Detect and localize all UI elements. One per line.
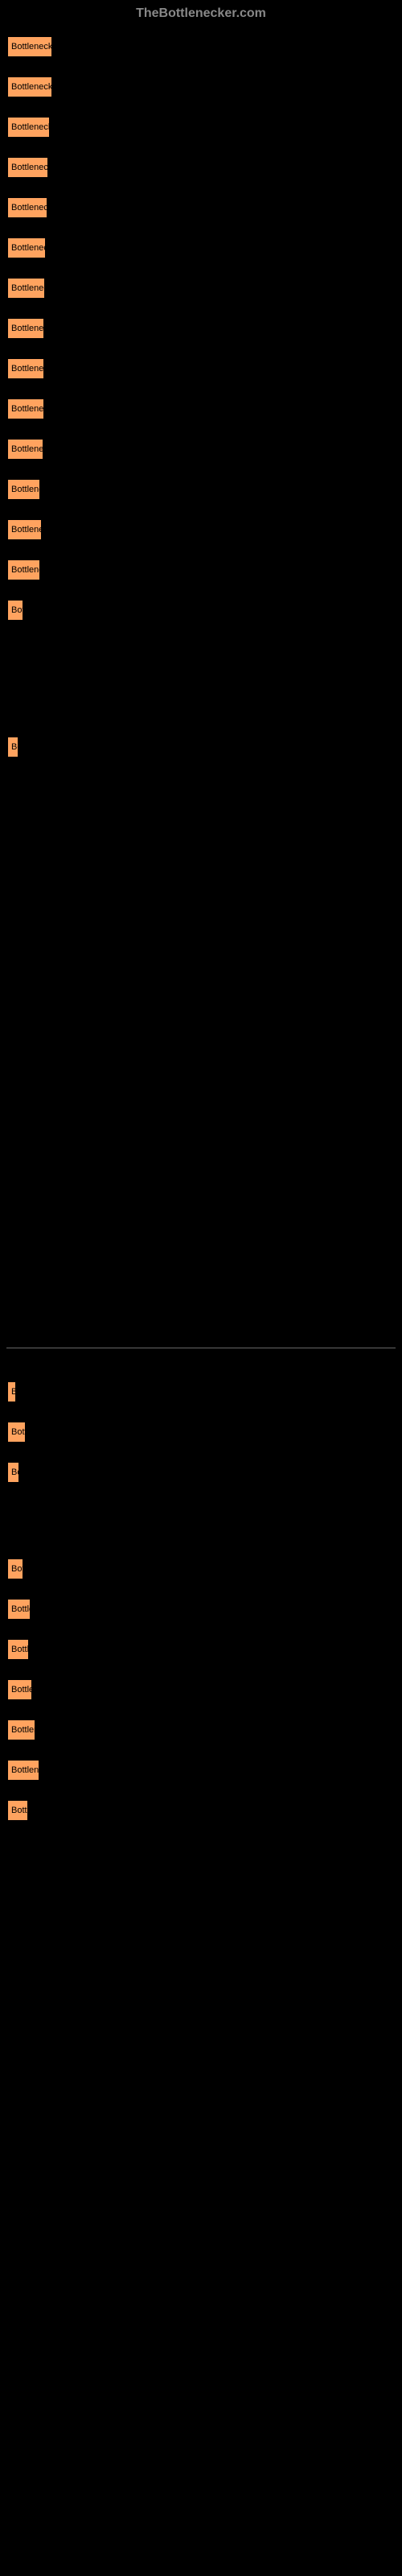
bar-label: Bottlenec bbox=[11, 444, 44, 454]
bar-label: Bo bbox=[11, 1468, 20, 1477]
site-name: TheBottlenecker.com bbox=[136, 6, 266, 20]
bar-label: Bottleneck bbox=[11, 203, 48, 213]
bar-row: Bottleneck bbox=[6, 237, 396, 259]
bar-row: Bottleneck re bbox=[6, 76, 396, 98]
bar: Bottleneck bbox=[6, 277, 46, 299]
bar: Bottlene bbox=[6, 478, 41, 501]
bars-top-group: Bottleneck re Bottleneck re Bottleneck r Bo… bbox=[6, 35, 396, 621]
bar: Bo bbox=[6, 1461, 20, 1484]
bar-row: Bottleneck r bbox=[6, 116, 396, 138]
bar-label: Bottle bbox=[11, 1685, 33, 1695]
bar-label: Bottlenec bbox=[11, 525, 43, 535]
gap-3 bbox=[6, 1356, 396, 1381]
bar: Bot bbox=[6, 1558, 24, 1580]
bars-mid-group: Bo bbox=[6, 736, 396, 758]
bar-label: Bottleneck bbox=[11, 243, 47, 253]
bar: Bottleneck re bbox=[6, 35, 53, 58]
bar-row: Bottleneck bbox=[6, 156, 396, 179]
gap-1 bbox=[6, 639, 396, 736]
bar: Bo bbox=[6, 736, 19, 758]
bar-label: Bottleneck re bbox=[11, 42, 53, 52]
bar-row: Bottlenec bbox=[6, 438, 396, 460]
bar: Bottlenec bbox=[6, 518, 43, 541]
bar-row: Bottleneck re bbox=[6, 35, 396, 58]
bar-label: Bot bbox=[11, 605, 24, 615]
bar-label: Bottlene bbox=[11, 1765, 40, 1775]
bar-label: Bottleneck bbox=[11, 364, 45, 374]
bar-row: Bottleneck bbox=[6, 277, 396, 299]
bars-bottom-group: B Bott Bo Bot Bottle Bottl Bottle Bottlen Bottle… bbox=[6, 1381, 396, 1822]
bar-label: Bottlene bbox=[11, 485, 41, 494]
bar-label: B bbox=[11, 1387, 17, 1397]
bar: Bottleneck bbox=[6, 317, 45, 340]
bar: Bottleneck bbox=[6, 398, 45, 420]
chart-container: Bottleneck re Bottleneck re Bottleneck r Bo… bbox=[0, 27, 402, 1847]
bar: Bottlenec bbox=[6, 438, 44, 460]
bar: Bottleneck re bbox=[6, 76, 53, 98]
bar-row: Bottleneck bbox=[6, 196, 396, 219]
bar-row: Bot bbox=[6, 1558, 396, 1580]
bar-row: Bottl bbox=[6, 1799, 396, 1822]
bar-row: Bottleneck bbox=[6, 357, 396, 380]
bar-row: Bottlene bbox=[6, 559, 396, 581]
bar: Bottl bbox=[6, 1638, 30, 1661]
bar-row: B bbox=[6, 1381, 396, 1403]
bar: Bottleneck bbox=[6, 156, 49, 179]
bar-row: Bottlen bbox=[6, 1719, 396, 1741]
bar-row: Bottleneck bbox=[6, 398, 396, 420]
bar-row: Bottleneck bbox=[6, 317, 396, 340]
bar-row: Bott bbox=[6, 1421, 396, 1443]
bar-label: Bottleneck r bbox=[11, 122, 51, 132]
bar: Bott bbox=[6, 1421, 27, 1443]
bar-label: Bottleneck bbox=[11, 404, 45, 414]
bar-label: Bottleneck bbox=[11, 283, 46, 293]
bar-row: Bo bbox=[6, 1461, 396, 1484]
bar-label: Bottlen bbox=[11, 1725, 36, 1735]
bar-label: Bottleneck bbox=[11, 324, 45, 333]
bar-label: Bottleneck bbox=[11, 163, 49, 172]
header: TheBottlenecker.com bbox=[0, 0, 402, 27]
bar-row: Bottl bbox=[6, 1638, 396, 1661]
bar-row: Bottlene bbox=[6, 478, 396, 501]
bar-label: Bottl bbox=[11, 1806, 29, 1815]
bar-label: Bottle bbox=[11, 1604, 31, 1614]
bar: Bot bbox=[6, 599, 24, 621]
bar-label: Bottl bbox=[11, 1645, 29, 1654]
bar-row: Bottle bbox=[6, 1678, 396, 1701]
bar: Bottlene bbox=[6, 1759, 40, 1781]
bar-row: Bottlene bbox=[6, 1759, 396, 1781]
bar-row: Bottle bbox=[6, 1598, 396, 1620]
bar: Bottle bbox=[6, 1678, 33, 1701]
bar-row: Bottlenec bbox=[6, 518, 396, 541]
bar-label: Bo bbox=[11, 742, 19, 752]
gap-4 bbox=[6, 1501, 396, 1558]
bar-label: Bott bbox=[11, 1427, 27, 1437]
bar: Bottleneck bbox=[6, 237, 47, 259]
bar: Bottleneck bbox=[6, 196, 48, 219]
bar: Bottleneck r bbox=[6, 116, 51, 138]
bar-label: Bot bbox=[11, 1564, 24, 1574]
bar-label: Bottleneck re bbox=[11, 82, 53, 92]
bar: Bottlene bbox=[6, 559, 41, 581]
gap-2 bbox=[6, 776, 396, 1340]
bar: Bottle bbox=[6, 1598, 31, 1620]
bar-row: Bot bbox=[6, 599, 396, 621]
bar-label: Bottlene bbox=[11, 565, 41, 575]
bar: B bbox=[6, 1381, 17, 1403]
bar: Bottlen bbox=[6, 1719, 36, 1741]
bar: Bottleneck bbox=[6, 357, 45, 380]
bar-row: Bo bbox=[6, 736, 396, 758]
bar: Bottl bbox=[6, 1799, 29, 1822]
